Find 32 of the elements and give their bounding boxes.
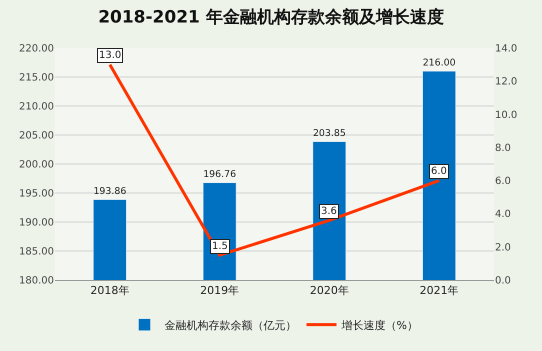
y-tick-label: 180.00	[19, 276, 54, 286]
x-tick-label: 2020年	[310, 284, 349, 298]
data-label: 216.00	[422, 57, 456, 68]
legend-label: 金融机构存款余额（亿元）	[164, 318, 296, 332]
y2-tick-label: 4.0	[495, 209, 511, 220]
y2-tick-label: 6.0	[495, 176, 511, 188]
data-label: 6.0	[431, 166, 447, 177]
y-tick-label: 195.00	[19, 188, 54, 200]
y2-tick-label: 0.0	[495, 276, 511, 286]
y-tick-label: 220.00	[19, 44, 54, 54]
data-label: 193.86	[93, 186, 126, 197]
legend-label: 增长速度（%）	[340, 318, 418, 332]
y-tick-label: 200.00	[19, 160, 54, 170]
x-tick-label: 2021年	[420, 284, 459, 298]
y-tick-label: 210.00	[19, 102, 54, 112]
y-tick-label: 185.00	[19, 246, 54, 258]
data-label: 203.85	[312, 128, 346, 139]
y2-tick-label: 12.0	[495, 76, 518, 88]
y2-tick-label: 2.0	[495, 242, 511, 254]
y2-tick-label: 8.0	[495, 142, 511, 154]
y2-tick-label: 10.0	[495, 110, 518, 121]
y2-tick-label: 14.0	[495, 44, 518, 54]
x-tick-label: 2018年	[90, 284, 130, 298]
y-tick-label: 215.00	[19, 72, 54, 84]
data-label: 3.6	[321, 206, 337, 217]
data-label: 196.76	[203, 168, 236, 180]
chart-title: 2018-2021 年金融机构存款余额及增长速度	[98, 7, 444, 28]
y-tick-label: 190.00	[19, 218, 54, 228]
data-label: 13.0	[99, 50, 122, 61]
x-tick-label: 2019年	[200, 284, 240, 298]
y-tick-label: 205.00	[19, 130, 54, 142]
data-label: 1.5	[212, 241, 228, 252]
